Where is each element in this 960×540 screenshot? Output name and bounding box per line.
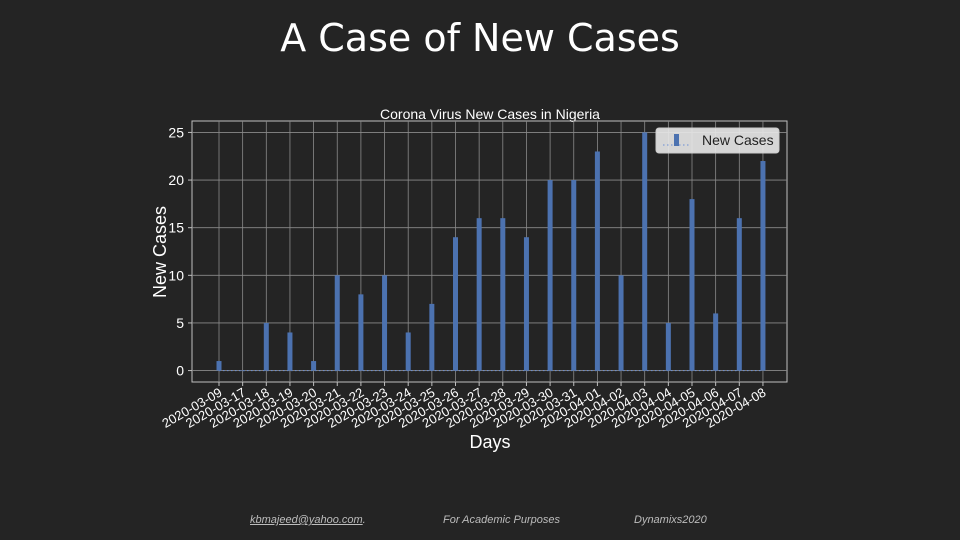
chart-title: Corona Virus New Cases in Nigeria [380, 106, 600, 122]
legend-bar-swatch [674, 134, 679, 146]
bar [642, 132, 648, 371]
bar [500, 218, 506, 371]
bar [240, 370, 246, 372]
bar [760, 161, 766, 371]
email-suffix: . [362, 514, 366, 526]
y-tick-label: 0 [176, 363, 184, 379]
bar [523, 237, 529, 371]
footer-note: For Academic Purposes [443, 514, 560, 526]
bar [547, 180, 553, 371]
bar [216, 361, 222, 371]
bar [594, 151, 600, 371]
bar [618, 275, 624, 371]
footer-brand: Dynamixs2020 [634, 514, 707, 526]
x-axis-label: Days [469, 432, 510, 452]
bar [453, 237, 458, 371]
y-axis-label: New Cases [150, 206, 170, 298]
bar [713, 313, 719, 371]
slide-title: A Case of New Cases [280, 16, 680, 60]
bar [405, 332, 411, 371]
bar [358, 294, 364, 371]
bar [334, 275, 340, 371]
plot-area [191, 120, 788, 383]
bar [311, 361, 317, 371]
chart-legend: New Cases [655, 127, 780, 154]
y-tick-label: 25 [168, 124, 184, 140]
legend-label: New Cases [702, 132, 774, 148]
bar [382, 275, 388, 371]
y-tick-label: 5 [176, 315, 184, 331]
y-tick-label: 10 [168, 267, 184, 283]
bar [571, 180, 577, 371]
y-tick-label: 15 [168, 220, 184, 236]
footer-email: kbmajeed@yahoo.com. [250, 514, 366, 526]
bar [287, 332, 293, 371]
y-tick-label: 20 [168, 172, 184, 188]
bar [689, 199, 695, 371]
bar [736, 218, 742, 371]
email-link[interactable]: kbmajeed@yahoo.com [250, 514, 363, 526]
legend-box [655, 127, 780, 154]
bar [429, 303, 435, 371]
bar [476, 218, 482, 371]
bar [263, 322, 269, 371]
bar [665, 322, 671, 371]
